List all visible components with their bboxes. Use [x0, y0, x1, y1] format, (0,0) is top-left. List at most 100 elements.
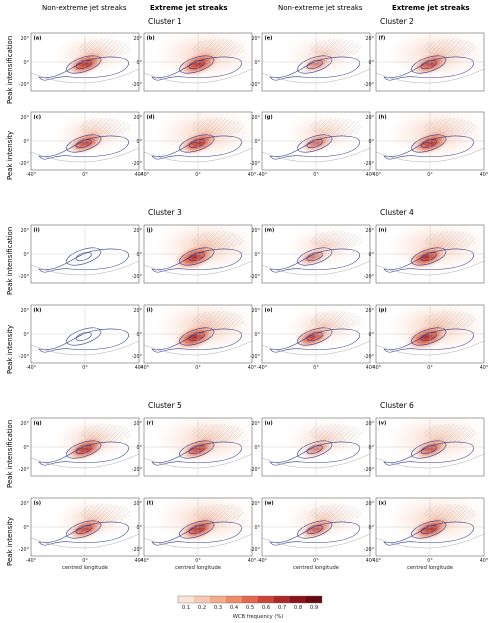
cluster-title-6: Cluster 6 [380, 401, 414, 410]
panel-field [144, 112, 252, 163]
colorbar-tick-label: 0.7 [278, 605, 286, 611]
panel-w: (w) 20° 0° -20° -40° 0° 40° centred longitude [250, 497, 374, 571]
panel-label: (x) [379, 501, 387, 507]
y-tick-label: -20° [132, 161, 142, 167]
y-tick-label: -20° [364, 82, 374, 88]
contour-middle [411, 55, 447, 74]
x-tick-label: -40° [139, 172, 149, 178]
y-tick-label: 0° [255, 332, 260, 338]
x-tick-label: -40° [257, 558, 267, 564]
y-tick-label: 20° [365, 421, 374, 427]
contour-outer [383, 135, 474, 160]
panel-border [143, 304, 253, 364]
panel-field [262, 112, 370, 163]
x-axis-label: centred longitude [175, 565, 221, 571]
panel-field [144, 33, 252, 84]
contour-outer [38, 248, 129, 273]
y-tick-label: -20° [19, 82, 29, 88]
panel-q: (q) 20° 0° -20° [19, 417, 140, 477]
wcb-frequency-core [172, 243, 217, 271]
x-tick-label: -40° [257, 172, 267, 178]
panel-field [144, 498, 252, 549]
panel-label: (v) [379, 421, 387, 427]
panel-border [261, 111, 371, 171]
y-tick-label: 0° [369, 252, 374, 258]
contour-outer [269, 56, 360, 81]
y-tick-label: 0° [137, 525, 142, 531]
panel-field [144, 305, 252, 356]
panel-t: (t) 20° 0° -20° -40° 0° 40° centred longitude [132, 497, 257, 571]
colorbar-swatch [226, 596, 242, 603]
contour-outer [269, 328, 360, 353]
panel-field [31, 418, 139, 469]
y-tick-label: 0° [137, 332, 142, 338]
y-tick-label: 20° [251, 308, 260, 314]
y-tick-label: 20° [251, 36, 260, 42]
y-tick-label: 0° [24, 139, 29, 145]
contour-outer [269, 135, 360, 160]
contour-middle [179, 247, 215, 266]
x-tick-label: 40° [366, 172, 375, 178]
panel-label: (i) [34, 228, 40, 234]
panel-label: (a) [34, 36, 42, 42]
y-tick-label: -20° [364, 274, 374, 280]
panel-label: (b) [147, 36, 155, 42]
colorbar-label: WCB frequency (%) [233, 614, 284, 620]
x-tick-label: -40° [26, 172, 36, 178]
wcb-frequency-core [410, 130, 451, 156]
wcb-frequency-core [178, 130, 219, 156]
y-tick-label: 20° [365, 501, 374, 507]
panel-label: (f) [379, 36, 386, 42]
y-tick-label: -20° [250, 467, 260, 473]
wcb-frequency-core [411, 52, 450, 76]
y-tick-label: 20° [20, 501, 29, 507]
panel-label: (m) [265, 228, 275, 234]
y-tick-label: 20° [133, 115, 142, 121]
contour-outer [38, 328, 129, 353]
panel-b: (b) 20° 0° -20° [132, 32, 253, 92]
contour-outer [151, 441, 242, 466]
colorbar-frame [177, 595, 323, 604]
panel-field [144, 225, 252, 276]
significance-hatching [424, 231, 476, 249]
x-tick-label: 40° [248, 558, 257, 564]
x-tick-label: 0° [195, 365, 200, 371]
x-tick-label: -40° [139, 365, 149, 371]
contour-outer [38, 441, 129, 466]
x-tick-label: 40° [248, 365, 257, 371]
panel-border [375, 32, 485, 92]
significance-hatching [79, 118, 131, 136]
contour-outer [269, 521, 360, 546]
row-labels: Peak intensification Peak intensity Peak… [6, 36, 14, 566]
row-label-intensification-2: Peak intensification [6, 227, 14, 295]
column-header-3: Non-extreme jet streaks [278, 4, 363, 12]
contour-middle [179, 440, 215, 459]
y-tick-label: -20° [19, 467, 29, 473]
panel-u: (u) 20° 0° -20° [250, 417, 371, 477]
x-tick-label: 40° [135, 172, 144, 178]
y-tick-label: -20° [19, 547, 29, 553]
x-tick-label: 0° [313, 365, 318, 371]
x-tick-label: 40° [248, 172, 257, 178]
y-tick-label: -20° [132, 274, 142, 280]
x-tick-label: -40° [139, 558, 149, 564]
y-tick-label: 0° [255, 60, 260, 66]
panel-border [375, 111, 485, 171]
panel-field [262, 305, 370, 356]
colorbar-swatch [306, 596, 322, 603]
panel-border [30, 417, 140, 477]
panel-v: (v) 20° 0° -20° [364, 417, 485, 477]
y-tick-label: 0° [369, 525, 374, 531]
panel-label: (r) [147, 421, 154, 427]
row-label-intensity-1: Peak intensity [6, 131, 14, 180]
contour-middle [411, 327, 447, 346]
contour-middle [411, 440, 447, 459]
column-header-2: Extreme jet streaks [150, 4, 228, 12]
y-tick-label: 20° [133, 228, 142, 234]
y-tick-label: 0° [24, 252, 29, 258]
y-tick-label: -20° [364, 354, 374, 360]
x-tick-label: 40° [480, 558, 489, 564]
colorbar-swatch [178, 596, 194, 603]
colorbar-tick-label: 0.8 [294, 605, 302, 611]
